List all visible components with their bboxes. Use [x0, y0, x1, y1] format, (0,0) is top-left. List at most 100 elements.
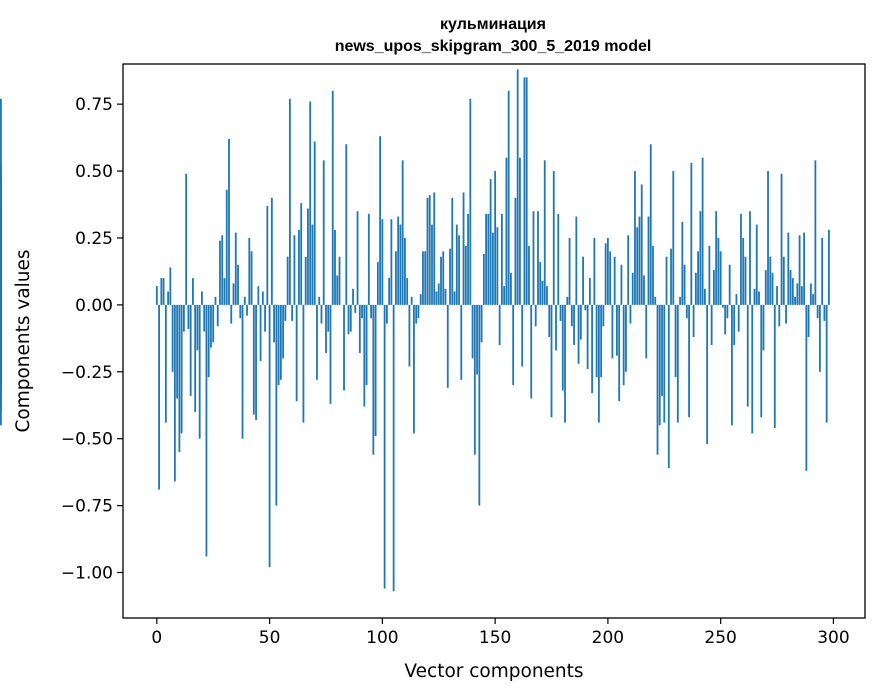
- bar: [688, 304, 690, 418]
- bar: [261, 291, 264, 305]
- bar: [656, 304, 659, 455]
- bar: [307, 208, 309, 305]
- bar: [0, 179, 2, 305]
- bar: [604, 243, 607, 305]
- bar: [588, 278, 591, 305]
- bar: [561, 304, 564, 391]
- bar: [816, 304, 819, 319]
- bar: [789, 270, 792, 305]
- bar: [379, 136, 381, 305]
- bar: [248, 237, 251, 305]
- bar: [410, 296, 413, 305]
- bar: [363, 304, 366, 407]
- bar: [252, 304, 255, 415]
- bar: [798, 235, 801, 305]
- bar: [155, 286, 158, 305]
- bar: [370, 304, 372, 319]
- bar: [672, 171, 675, 305]
- bar: [381, 219, 384, 305]
- bar: [266, 205, 269, 305]
- bar: [762, 304, 765, 351]
- bar: [309, 101, 312, 305]
- bar: [735, 294, 738, 305]
- bar: [279, 304, 282, 380]
- bar: [512, 304, 515, 386]
- bar: [313, 141, 316, 305]
- bar: [164, 304, 167, 423]
- bar: [652, 245, 654, 305]
- bar: [246, 304, 248, 316]
- bar: [606, 237, 609, 305]
- plot-frame: [122, 63, 866, 619]
- bar: [282, 304, 285, 359]
- bar: [728, 264, 731, 305]
- bar: [440, 256, 442, 305]
- bar: [746, 304, 749, 407]
- bar: [573, 304, 575, 346]
- bar: [586, 304, 589, 370]
- bar: [697, 251, 699, 305]
- bar: [699, 211, 702, 305]
- bar: [325, 304, 327, 354]
- bar: [376, 262, 379, 305]
- bar: [277, 304, 280, 386]
- bar: [753, 288, 756, 305]
- bar: [519, 157, 521, 305]
- bar: [419, 294, 422, 305]
- bar: [203, 304, 206, 332]
- bar: [647, 216, 650, 305]
- bar: [537, 211, 539, 305]
- bar: [609, 251, 612, 305]
- bar: [595, 304, 598, 378]
- bar: [543, 160, 546, 305]
- bar: [243, 296, 246, 305]
- bar: [331, 90, 334, 305]
- bar: [800, 286, 803, 305]
- bar: [228, 138, 230, 305]
- bar: [809, 283, 812, 305]
- bar: [767, 171, 769, 305]
- bar: [715, 211, 718, 305]
- bar: [550, 304, 553, 418]
- bar: [744, 256, 747, 305]
- bar: [196, 304, 199, 351]
- bar: [284, 304, 287, 321]
- y-tick-label: −0.50: [61, 430, 113, 450]
- bar: [507, 90, 510, 305]
- bar: [505, 157, 508, 305]
- bar: [661, 304, 663, 396]
- bar: [180, 304, 183, 434]
- bar: [579, 304, 582, 340]
- bar: [451, 197, 454, 305]
- bar: [722, 304, 724, 308]
- bar: [539, 262, 542, 305]
- bar: [449, 248, 451, 305]
- bar: [158, 304, 160, 490]
- y-axis: −1.00 −0.75 −0.50 −0.25 0.00 0.25 0.50 0.75: [61, 95, 123, 584]
- bar: [726, 304, 729, 319]
- bar: [618, 304, 621, 402]
- bar: [219, 240, 221, 305]
- bar: [322, 160, 325, 305]
- bar: [394, 251, 397, 305]
- bar: [755, 224, 758, 305]
- bar: [241, 304, 244, 439]
- bar: [568, 237, 571, 305]
- bar: [392, 304, 395, 592]
- bar: [444, 288, 447, 305]
- bar: [372, 304, 375, 455]
- bar: [482, 254, 485, 305]
- bar: [523, 77, 526, 305]
- bar: [194, 304, 197, 412]
- x-tick-label: 0: [151, 628, 162, 648]
- bar: [708, 245, 711, 305]
- bar: [794, 296, 796, 305]
- bar: [667, 304, 670, 469]
- bar: [311, 224, 314, 305]
- bar: [710, 304, 713, 346]
- bar: [814, 160, 817, 305]
- bar: [0, 302, 2, 305]
- bar: [552, 171, 555, 305]
- bar: [703, 288, 706, 305]
- bar: [546, 286, 548, 305]
